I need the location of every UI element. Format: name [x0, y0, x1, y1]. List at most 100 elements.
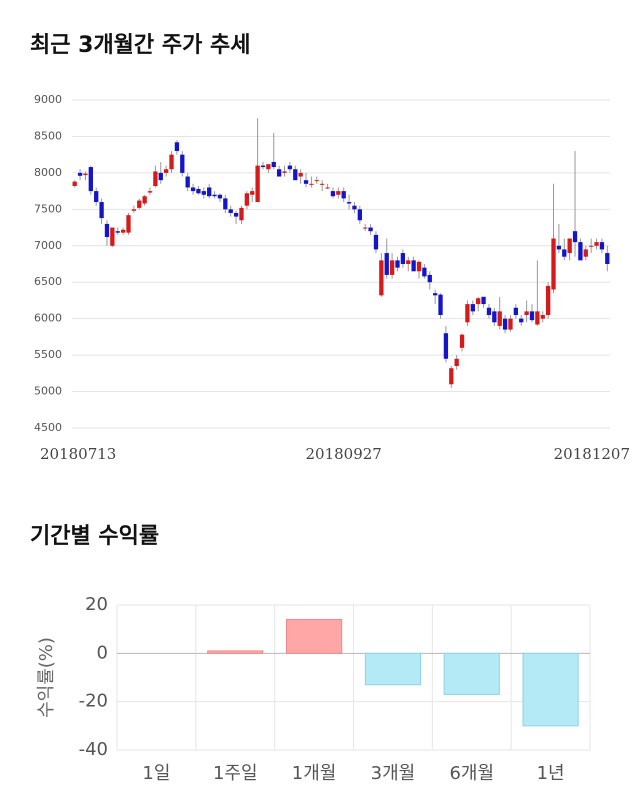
candle-body: [255, 165, 260, 203]
bar: [443, 652, 500, 695]
y-tick-label: 5000: [34, 385, 62, 398]
y-tick-label: 9000: [34, 93, 62, 106]
candle-body: [293, 169, 298, 181]
candle-body: [104, 223, 110, 238]
candle-body: [276, 169, 282, 177]
candle-body: [438, 294, 443, 316]
x-tick-label: 20180927: [306, 445, 382, 463]
candle-body: [492, 311, 497, 323]
candle-body: [368, 227, 373, 232]
y-axis-label: 수익률(%): [36, 637, 57, 718]
candle-body: [556, 245, 562, 250]
candle-body: [476, 298, 481, 305]
candle-body: [572, 231, 578, 243]
candle-body: [325, 187, 330, 189]
candle-body: [77, 172, 83, 176]
candle-body: [502, 318, 508, 330]
candle-body: [341, 191, 346, 199]
candle-body: [352, 205, 357, 210]
candle-body: [443, 333, 449, 359]
candle-body: [287, 165, 293, 170]
candle-body: [260, 165, 266, 168]
candle-body: [486, 307, 492, 316]
y-tick-label: 4500: [34, 421, 62, 434]
candle-body: [416, 261, 422, 272]
candle-body: [357, 209, 362, 221]
candle-body: [298, 172, 303, 177]
candle-body: [212, 194, 217, 197]
candle-body: [545, 285, 551, 316]
y-tick-label: -40: [79, 739, 108, 760]
candle-body: [389, 260, 395, 275]
candle-body: [217, 194, 223, 199]
x-tick-label: 3개월: [371, 763, 416, 784]
candle-body: [524, 311, 529, 316]
candle-body: [94, 191, 99, 203]
y-tick-label: 6000: [34, 312, 62, 325]
candle-body: [309, 183, 314, 185]
candle-body: [411, 260, 416, 272]
candle-body: [163, 169, 169, 173]
candle-body: [271, 161, 276, 168]
y-tick-label: 6500: [34, 275, 62, 288]
candle-body: [551, 238, 556, 290]
x-tick-label: 1일: [142, 763, 170, 784]
candle-body: [110, 227, 115, 246]
y-tick-label: 5500: [34, 348, 62, 361]
y-tick-label: 7500: [34, 202, 62, 215]
candle-body: [481, 296, 486, 305]
candle-body: [169, 154, 174, 170]
candle-body: [449, 368, 454, 385]
candle-body: [513, 307, 519, 316]
bar: [207, 650, 264, 654]
candle-body: [88, 167, 93, 192]
candle-body: [508, 318, 513, 330]
candle-body: [400, 253, 406, 264]
candle-body: [567, 238, 572, 254]
candle-body: [239, 207, 244, 221]
candle-body: [180, 154, 185, 173]
x-tick-label: 1개월: [292, 763, 337, 784]
candle-body: [314, 180, 319, 182]
candle-body: [244, 193, 250, 206]
y-tick-label: 0: [97, 642, 108, 663]
candle-body: [153, 171, 158, 187]
candle-body: [535, 311, 540, 325]
candle-body: [497, 311, 502, 326]
candle-body: [137, 200, 142, 208]
candle-body: [470, 304, 475, 312]
return-title: 기간별 수익률: [30, 524, 159, 549]
candle-body: [454, 358, 459, 367]
candle-body: [384, 253, 389, 275]
candle-body: [589, 245, 594, 247]
x-tick-label: 1년: [537, 763, 565, 784]
candle-body: [605, 253, 610, 264]
y-tick-label: 8500: [34, 129, 62, 142]
candle-body: [282, 171, 287, 173]
y-tick-label: 20: [85, 594, 108, 615]
bar: [364, 652, 422, 686]
candle-body: [190, 187, 196, 192]
candle-body: [330, 191, 336, 197]
bar: [285, 619, 343, 654]
candle-body: [196, 188, 201, 194]
candle-body: [540, 315, 545, 319]
candle-body: [72, 181, 77, 187]
y-tick-label: -20: [79, 691, 108, 712]
candle-body: [519, 318, 524, 323]
candle-body: [578, 242, 583, 261]
candle-body: [459, 334, 465, 348]
x-tick-label: 1주일: [213, 763, 258, 784]
candle-body: [223, 198, 228, 210]
candle-body: [185, 176, 190, 188]
candle-body: [147, 191, 153, 193]
candle-body: [583, 249, 588, 257]
price-title: 최근 3개월간 주가 추세: [30, 33, 250, 58]
x-tick-label: 20180713: [40, 445, 116, 463]
candle-body: [346, 202, 352, 204]
x-tick-label: 6개월: [449, 763, 494, 784]
candle-body: [379, 260, 384, 296]
candle-body: [395, 260, 400, 268]
candle-body: [250, 191, 255, 195]
